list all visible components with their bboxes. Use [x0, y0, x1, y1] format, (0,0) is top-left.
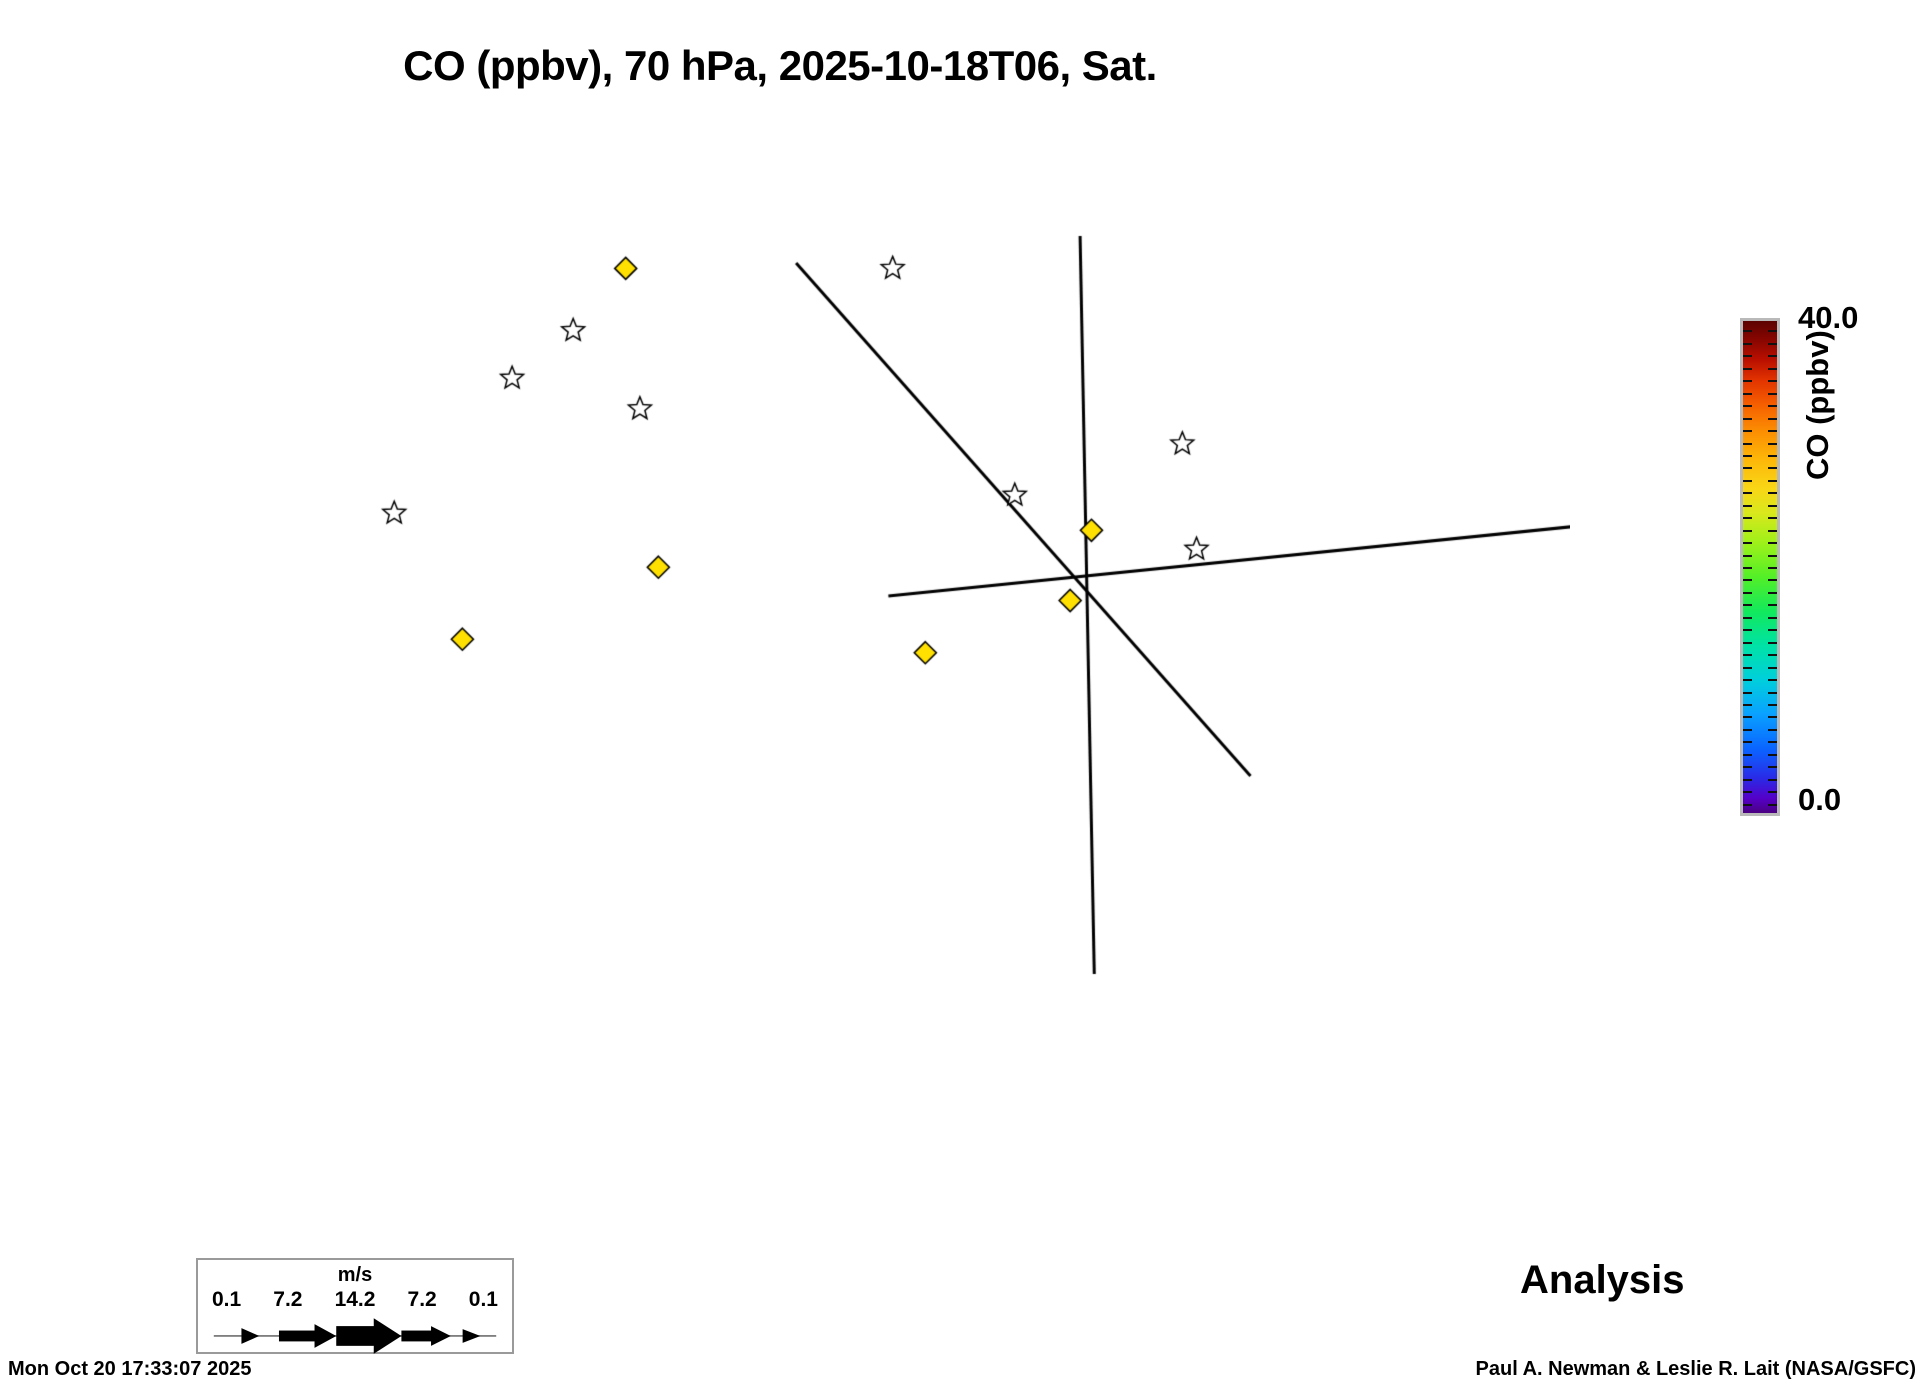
colorbar-max-label: 40.0	[1798, 300, 1859, 335]
wind-legend-value: 0.1	[212, 1288, 242, 1311]
wind-legend-value: 0.1	[468, 1288, 498, 1311]
colorbar-ticks	[1740, 318, 1780, 816]
wind-legend-unit: m/s	[337, 1264, 373, 1286]
wind-legend-value: 14.2	[334, 1288, 376, 1311]
wind-speed-legend: m/s 0.1 7.2 14.2 7.2 0.1	[196, 1258, 514, 1354]
render-timestamp: Mon Oct 20 17:33:07 2025	[8, 1358, 252, 1380]
page-title: CO (ppbv), 70 hPa, 2025-10-18T06, Sat.	[403, 42, 1157, 89]
wind-legend-value: 7.2	[407, 1288, 437, 1311]
wind-legend-value: 7.2	[273, 1288, 303, 1311]
colorbar-axis-label: CO (ppbv)	[1800, 330, 1835, 480]
analysis-label: Analysis	[1520, 1258, 1685, 1302]
wind-arrow-scale-icon	[213, 1318, 497, 1354]
co-concentration-map[interactable]	[150, 110, 1570, 1010]
colorbar-min-label: 0.0	[1798, 782, 1842, 817]
colorbar	[1740, 318, 1780, 816]
author-credit: Paul A. Newman & Leslie R. Lait (NASA/GS…	[1475, 1358, 1916, 1380]
map-panel[interactable]	[150, 110, 1570, 1010]
wind-legend-values: 0.1 7.2 14.2 7.2 0.1	[198, 1288, 512, 1312]
